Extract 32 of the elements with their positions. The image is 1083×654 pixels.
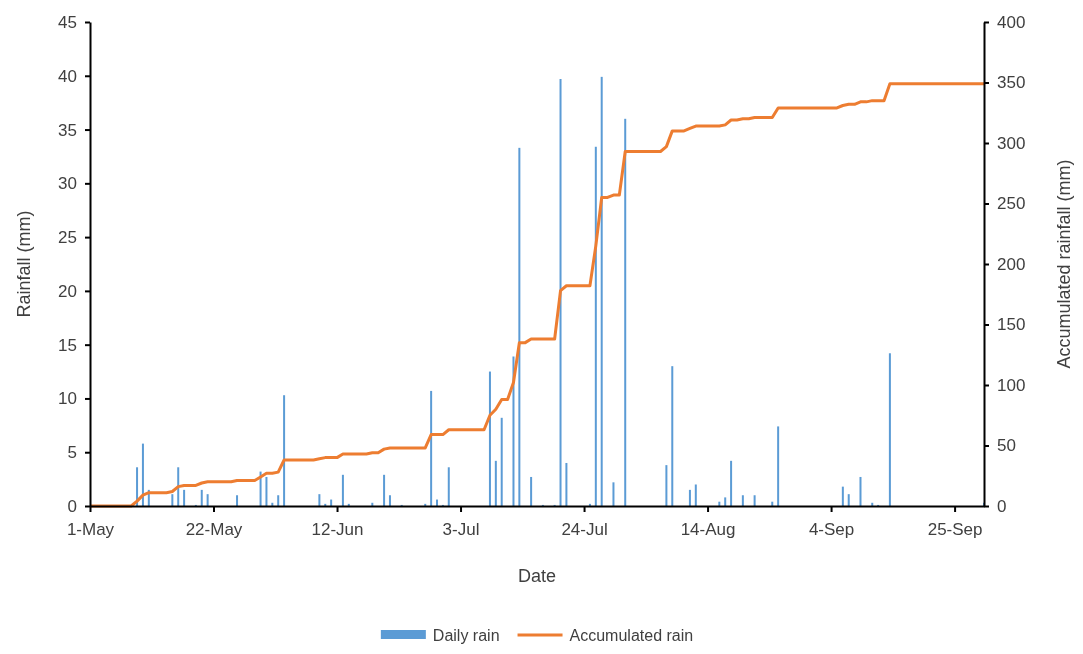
x-tick-label: 3-Jul [442, 520, 480, 540]
y2-tick-label: 100 [997, 375, 1026, 395]
x-tick-label: 12-Jun [311, 520, 364, 540]
y-axis-title: Rainfall (mm) [14, 210, 34, 318]
y2-tick-label: 0 [997, 496, 1007, 516]
y-tick-label: 10 [57, 389, 77, 409]
y2-tick-label: 200 [997, 254, 1026, 274]
legend-label: Accumulated rain [569, 627, 694, 644]
y2-tick-label: 400 [997, 12, 1026, 32]
x-axis-title: Date [517, 566, 557, 586]
x-tick-label: 24-Jul [561, 520, 608, 540]
x-tick-label: 25-Sep [927, 520, 983, 540]
y-tick-label: 35 [57, 120, 77, 140]
x-tick-label: 22-May [185, 520, 243, 540]
x-tick-label: 1-May [66, 520, 115, 540]
y-tick-label: 15 [57, 335, 77, 355]
y-tick-label: 0 [67, 496, 77, 516]
y2-tick-label: 150 [997, 315, 1026, 335]
legend-label: Daily rain [432, 627, 500, 644]
y-tick-label: 40 [57, 66, 77, 86]
y2-axis-title: Accumulated rainfall (mm) [1054, 159, 1074, 369]
y2-tick-label: 50 [997, 436, 1017, 456]
y2-tick-label: 300 [997, 133, 1026, 153]
y-tick-label: 30 [57, 174, 77, 194]
x-tick-label: 14-Aug [680, 520, 736, 540]
y-tick-label: 5 [67, 443, 77, 463]
y-tick-label: 20 [57, 281, 77, 301]
y-tick-label: 25 [57, 228, 77, 248]
y-tick-label: 45 [57, 12, 77, 32]
y2-tick-label: 250 [997, 194, 1026, 214]
y2-tick-label: 350 [997, 73, 1026, 93]
x-tick-label: 4-Sep [808, 520, 855, 540]
